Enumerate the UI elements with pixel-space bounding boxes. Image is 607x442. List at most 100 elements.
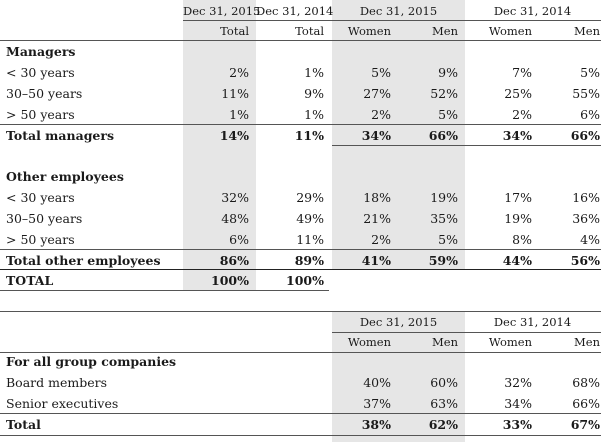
value-total-2015: 2% — [229, 65, 249, 80]
value-women-2014: 25% — [504, 86, 532, 101]
value-total-2014: 100% — [286, 273, 324, 288]
value-men-2014: 67% — [570, 417, 600, 432]
row-label-grand-total: TOTAL — [6, 273, 54, 288]
section-heading-managers: Managers — [6, 44, 76, 59]
shade-col-2015-total — [183, 0, 256, 290]
col-header-total-2014: Total — [295, 24, 324, 38]
value-men-2015: 60% — [430, 375, 458, 390]
col-header-men-2014: Men — [574, 335, 600, 349]
col-header-men-2015: Men — [432, 335, 458, 349]
value-women-2015: 37% — [363, 396, 391, 411]
row-label: > 50 years — [6, 107, 75, 122]
subheader-rule — [0, 40, 601, 41]
row-label: 30–50 years — [6, 86, 83, 101]
table2-bottom-rule — [0, 435, 601, 436]
value-women-2015: 2% — [371, 232, 391, 247]
value-men-2014: 16% — [572, 190, 600, 205]
value-women-2014: 19% — [504, 211, 532, 226]
managers-total-bottom-rule — [332, 145, 601, 146]
section-heading-other-employees: Other employees — [6, 169, 124, 184]
value-women-2015: 40% — [363, 375, 391, 390]
value-men-2015: 52% — [430, 86, 458, 101]
row-label: Board members — [6, 375, 108, 390]
period-header-gender-2014: Dec 31, 2014 — [493, 315, 572, 329]
row-label: < 30 years — [6, 190, 75, 205]
value-total-2014: 29% — [296, 190, 324, 205]
row-label-total: Total — [6, 417, 41, 432]
value-women-2015: 41% — [361, 253, 391, 268]
value-women-2015: 18% — [363, 190, 391, 205]
col-header-women-2015: Women — [347, 24, 391, 38]
col-header-women-2015: Women — [347, 335, 391, 349]
value-total-2015: 48% — [221, 211, 249, 226]
value-men-2014: 55% — [572, 86, 600, 101]
value-women-2014: 32% — [504, 375, 532, 390]
other-total-top-rule — [0, 249, 601, 250]
row-label: > 50 years — [6, 232, 75, 247]
table2-header-rule — [332, 332, 601, 333]
value-total-2014: 1% — [304, 107, 324, 122]
row-label: < 30 years — [6, 65, 75, 80]
value-women-2014: 7% — [512, 65, 532, 80]
col-header-total-2015: Total — [220, 24, 249, 38]
value-women-2014: 33% — [502, 417, 532, 432]
managers-total-top-rule — [0, 124, 601, 125]
col-header-men-2015: Men — [432, 24, 458, 38]
value-total-2014: 11% — [294, 128, 324, 143]
period-header-gender-2015: Dec 31, 2015 — [359, 4, 438, 18]
value-women-2014: 34% — [504, 396, 532, 411]
value-men-2014: 6% — [580, 107, 600, 122]
value-women-2015: 5% — [371, 65, 391, 80]
row-label: Senior executives — [6, 396, 119, 411]
value-total-2014: 1% — [304, 65, 324, 80]
value-women-2014: 34% — [502, 128, 532, 143]
row-label-total-other-employees: Total other employees — [6, 253, 161, 268]
value-men-2015: 35% — [430, 211, 458, 226]
value-total-2015: 100% — [211, 273, 249, 288]
value-men-2015: 62% — [428, 417, 458, 432]
value-women-2014: 17% — [504, 190, 532, 205]
value-women-2015: 27% — [363, 86, 391, 101]
value-men-2014: 68% — [572, 375, 600, 390]
value-men-2014: 4% — [580, 232, 600, 247]
value-total-2015: 11% — [221, 86, 249, 101]
value-men-2015: 59% — [428, 253, 458, 268]
period-header-gender-2015: Dec 31, 2015 — [359, 315, 438, 329]
value-men-2015: 19% — [430, 190, 458, 205]
other-total-bottom-rule — [0, 269, 601, 270]
table2-subheader-rule — [0, 352, 601, 353]
value-total-2015: 32% — [221, 190, 249, 205]
value-women-2015: 34% — [361, 128, 391, 143]
header-rule — [183, 20, 601, 21]
value-total-2014: 9% — [304, 86, 324, 101]
value-men-2015: 63% — [430, 396, 458, 411]
value-total-2015: 14% — [219, 128, 249, 143]
value-men-2014: 36% — [572, 211, 600, 226]
row-label: 30–50 years — [6, 211, 83, 226]
value-men-2015: 5% — [438, 107, 458, 122]
value-women-2014: 2% — [512, 107, 532, 122]
value-total-2015: 6% — [229, 232, 249, 247]
grand-total-bottom-rule — [0, 290, 329, 291]
value-men-2015: 66% — [428, 128, 458, 143]
value-women-2015: 21% — [363, 211, 391, 226]
value-total-2014: 49% — [296, 211, 324, 226]
col-header-men-2014: Men — [574, 24, 600, 38]
value-women-2014: 8% — [512, 232, 532, 247]
value-men-2015: 9% — [438, 65, 458, 80]
table2-total-top-rule — [0, 413, 601, 414]
value-men-2014: 5% — [580, 65, 600, 80]
col-header-women-2014: Women — [488, 24, 532, 38]
col-header-women-2014: Women — [488, 335, 532, 349]
value-total-2014: 89% — [294, 253, 324, 268]
value-men-2015: 5% — [438, 232, 458, 247]
value-men-2014: 66% — [572, 396, 600, 411]
section-heading-group-companies: For all group companies — [6, 354, 177, 369]
value-women-2015: 38% — [361, 417, 391, 432]
value-total-2015: 1% — [229, 107, 249, 122]
value-women-2015: 2% — [371, 107, 391, 122]
period-header-total-2015: Dec 31, 2015 — [183, 4, 261, 18]
value-total-2014: 11% — [296, 232, 324, 247]
shade-women-men-2015 — [332, 0, 465, 269]
period-header-gender-2014: Dec 31, 2014 — [493, 4, 572, 18]
